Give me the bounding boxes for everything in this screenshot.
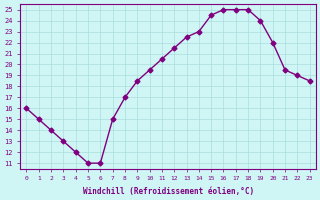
X-axis label: Windchill (Refroidissement éolien,°C): Windchill (Refroidissement éolien,°C) <box>83 187 254 196</box>
